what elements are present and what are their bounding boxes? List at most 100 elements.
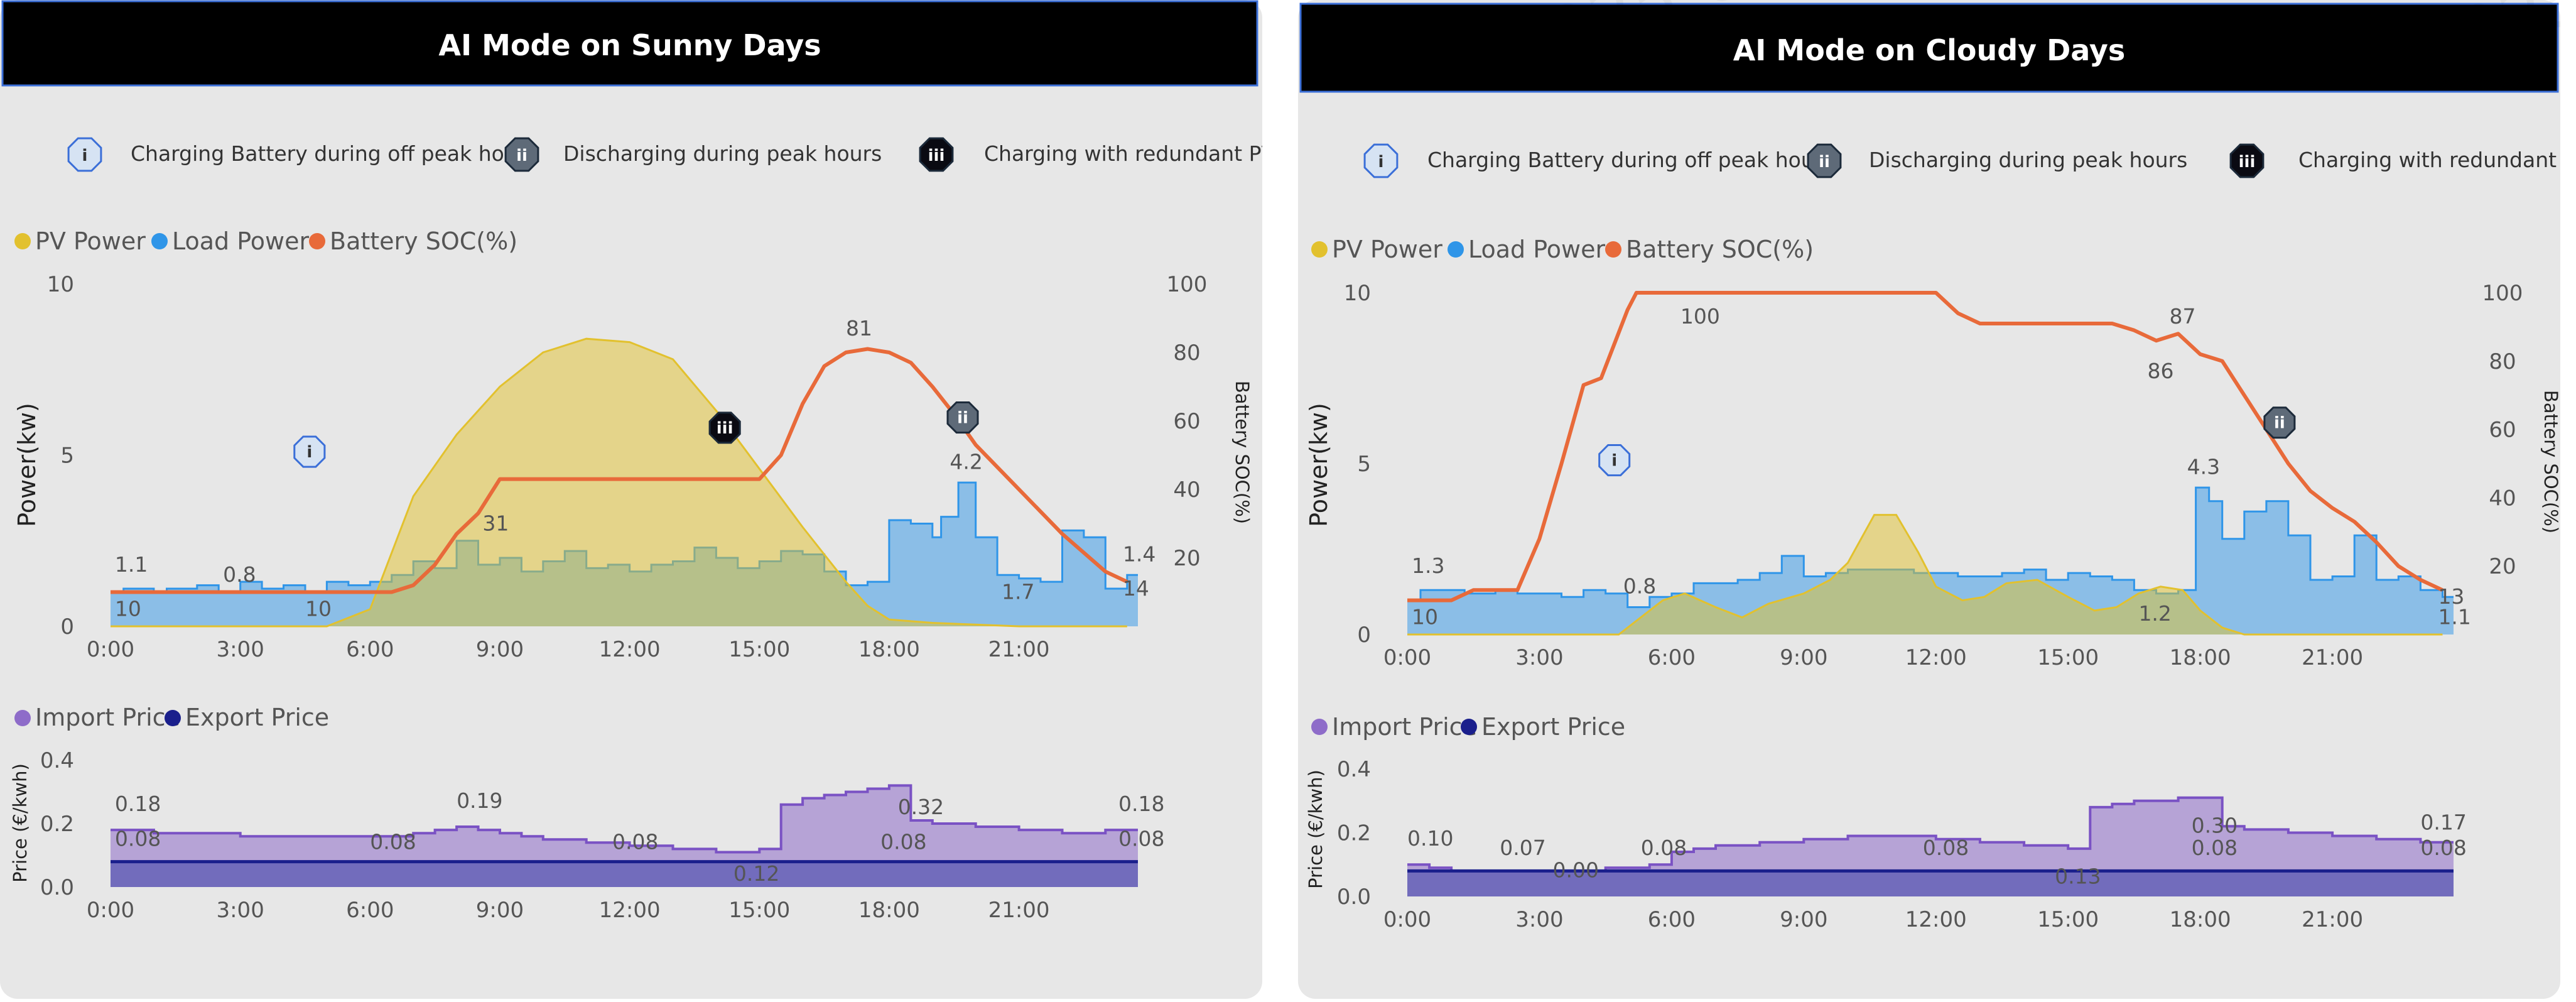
badge-iii-label: iii bbox=[928, 146, 945, 165]
y-tick-label: 0 bbox=[1357, 623, 1371, 648]
y2-tick-label: 20 bbox=[1173, 546, 1200, 571]
price-axis-title: Price (€/kwh) bbox=[1305, 770, 1326, 889]
import-legend-dot bbox=[1311, 719, 1328, 735]
price-data-label: 0.00 bbox=[1552, 858, 1598, 883]
load-power-line bbox=[1407, 486, 2454, 608]
pv-legend-label: PV Power bbox=[1332, 236, 1442, 263]
data-label: 0.8 bbox=[223, 562, 256, 587]
pv-power-line bbox=[1407, 514, 2443, 636]
price-data-label: 0.08 bbox=[612, 829, 658, 854]
x-tick-label: 15:00 bbox=[728, 637, 790, 662]
badge-ii-marker-icon bbox=[946, 401, 979, 434]
panel-title: AI Mode on Cloudy Days bbox=[1733, 33, 2126, 67]
export-price-area bbox=[1407, 871, 2454, 896]
pv-power-area bbox=[1407, 515, 2443, 634]
price-data-label: 0.17 bbox=[2420, 810, 2466, 834]
price-data-label: 0.13 bbox=[2055, 864, 2101, 889]
y-tick-label: 5 bbox=[1357, 452, 1371, 477]
x-tick-label: 21:00 bbox=[988, 637, 1050, 662]
price-data-label: 0.19 bbox=[457, 788, 502, 813]
x-tick-label: 6:00 bbox=[346, 637, 394, 662]
price-data-label: 0.08 bbox=[370, 829, 416, 854]
badge-ii-marker-icon bbox=[2263, 406, 2296, 439]
badge-ii-icon bbox=[1807, 143, 1842, 178]
badge-iii-icon bbox=[919, 137, 954, 172]
annotation-legend: i Charging Battery during off peak hours… bbox=[1363, 143, 2560, 178]
annotation-text-2: Discharging during peak hours bbox=[1869, 148, 2187, 172]
marker-label: i bbox=[306, 443, 312, 462]
price-y-tick-label: 0.0 bbox=[1337, 885, 1371, 910]
data-label: 0.8 bbox=[1623, 574, 1656, 599]
data-label: 1.2 bbox=[2138, 601, 2171, 626]
power-chart: 0 5 10 20 40 60 80 100 0:00 3:00 6:00 9:00 12:00 15:0… bbox=[47, 272, 1208, 662]
battery-soc-line bbox=[111, 347, 1128, 594]
x-tick-label: 3:00 bbox=[1515, 645, 1563, 670]
soc-legend-label: Battery SOC(%) bbox=[1626, 236, 1814, 263]
import-legend-label: Import Price bbox=[1332, 713, 1477, 741]
annotation-item-3: iii Charging with redundant PV bbox=[2229, 143, 2560, 178]
x-tick-label: 9:00 bbox=[1780, 645, 1827, 670]
data-label: 4.2 bbox=[950, 449, 982, 474]
y2-tick-label: 40 bbox=[1173, 477, 1200, 503]
data-label: 10 bbox=[1412, 605, 1438, 629]
price-data-label: 0.07 bbox=[1500, 836, 1545, 860]
y-tick-label: 10 bbox=[47, 272, 74, 297]
export-legend-label: Export Price bbox=[185, 704, 329, 731]
price-y-tick-label: 0.0 bbox=[40, 875, 74, 900]
panel-header bbox=[1, 0, 1258, 87]
price-data-label: 0.08 bbox=[2420, 836, 2466, 860]
load-legend-label: Load Power bbox=[1468, 236, 1606, 263]
badge-ii-label: ii bbox=[1819, 153, 1830, 172]
price-y-tick-label: 0.2 bbox=[1337, 821, 1371, 846]
power-chart: 0 5 10 20 40 60 80 100 0:00 3:00 6:00 9:00 12:00 15:0… bbox=[1344, 281, 2523, 670]
x-tick-label: 18:00 bbox=[2170, 645, 2231, 670]
price-x-tick-label: 12:00 bbox=[1905, 907, 1967, 932]
export-legend-label: Export Price bbox=[1481, 713, 1625, 741]
badge-i-label: i bbox=[82, 146, 88, 165]
price-x-tick-label: 9:00 bbox=[476, 898, 524, 923]
soc-legend-dot bbox=[309, 233, 325, 249]
badge-i-icon bbox=[1363, 143, 1399, 178]
y-tick-label: 0 bbox=[60, 614, 74, 640]
price-x-tick-label: 6:00 bbox=[1648, 907, 1696, 932]
price-data-label: 0.08 bbox=[2192, 836, 2238, 860]
import-legend-dot bbox=[14, 710, 31, 726]
price-axis-title: Price (€/kwh) bbox=[9, 763, 31, 883]
price-chart: 0.0 0.2 0.4 0:00 3:00 6:00 9:00 12:00 15:00 18:00… bbox=[1337, 757, 2467, 932]
load-legend-dot bbox=[151, 233, 168, 249]
price-data-label: 0.12 bbox=[733, 861, 779, 886]
annotation-text-3: Charging with redundant PV bbox=[984, 141, 1262, 166]
badge-i-marker-icon bbox=[293, 435, 326, 468]
price-x-tick-label: 9:00 bbox=[1780, 907, 1827, 932]
cloudy-panel: 2025-09 2025-09 AI Mode on Cloudy Days i… bbox=[1298, 0, 2560, 999]
power-axis-title: Power(kw) bbox=[13, 403, 41, 527]
y-tick-label: 5 bbox=[60, 444, 74, 469]
marker-label: ii bbox=[2274, 414, 2285, 433]
badge-iii-marker-icon bbox=[708, 411, 741, 444]
marker-label: i bbox=[1611, 452, 1617, 471]
price-data-label: 0.32 bbox=[898, 795, 944, 819]
y2-tick-label: 100 bbox=[1167, 272, 1208, 297]
data-label: 31 bbox=[482, 511, 509, 535]
soc-axis-title: Battery SOC(%) bbox=[2540, 390, 2560, 533]
price-data-label: 0.18 bbox=[1118, 792, 1164, 816]
badge-ii-icon bbox=[504, 137, 539, 172]
marker-label: ii bbox=[957, 409, 968, 428]
y2-tick-label: 80 bbox=[1173, 340, 1200, 366]
panel-title: AI Mode on Sunny Days bbox=[438, 28, 821, 62]
y2-tick-label: 60 bbox=[1173, 409, 1200, 434]
price-y-tick-label: 0.4 bbox=[40, 748, 74, 773]
price-x-tick-label: 18:00 bbox=[2170, 907, 2231, 932]
price-y-tick-label: 0.2 bbox=[40, 812, 74, 837]
load-legend-label: Load Power bbox=[172, 227, 310, 255]
price-x-tick-label: 21:00 bbox=[988, 898, 1050, 923]
x-tick-label: 12:00 bbox=[1905, 645, 1967, 670]
data-label: 10 bbox=[115, 597, 141, 621]
pv-legend-dot bbox=[14, 233, 31, 249]
price-legend: Import Price Export Price bbox=[1311, 713, 1625, 741]
sunny-chart-svg: AI Mode on Sunny Days i Charging Battery… bbox=[0, 0, 1262, 999]
data-label: 10 bbox=[305, 597, 332, 621]
export-legend-dot bbox=[165, 710, 181, 726]
data-label: 1.4 bbox=[1123, 542, 1155, 566]
marker-label: iii bbox=[717, 419, 733, 438]
